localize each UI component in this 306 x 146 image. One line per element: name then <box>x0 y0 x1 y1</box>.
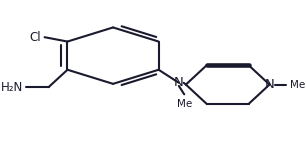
Text: N: N <box>174 76 184 89</box>
Text: Cl: Cl <box>29 31 40 44</box>
Text: H₂N: H₂N <box>1 81 23 94</box>
Text: Me: Me <box>290 80 305 89</box>
Text: N: N <box>265 78 274 91</box>
Text: Me: Me <box>177 99 192 109</box>
